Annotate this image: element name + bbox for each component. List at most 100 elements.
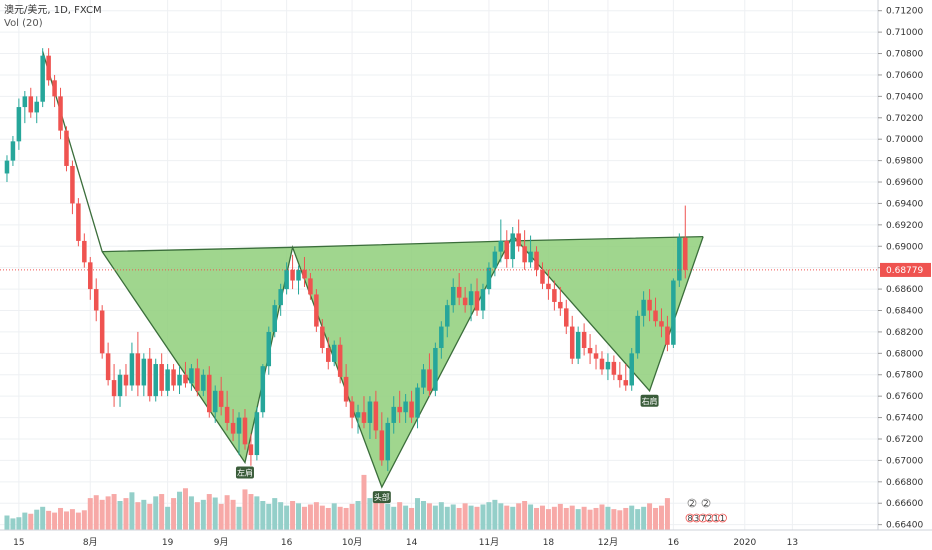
volume-bar [599,504,605,530]
volume-bar [504,505,510,530]
candle-body [135,353,141,386]
candle-body [653,310,658,322]
candle-body [159,364,164,391]
volume-bar [438,502,444,530]
candle-body [504,240,510,260]
price-tick-label: 0.68200 [886,328,923,338]
candle-body [296,269,301,281]
volume-bar [69,509,75,530]
candle-body [528,251,533,263]
candle-body [70,165,75,204]
candle-body [34,101,39,113]
volume-bar [486,502,492,530]
volume-bar [468,505,474,530]
volume-bar [522,501,528,530]
volume-bar [516,503,522,530]
candle-body [373,401,379,431]
volume-bar [611,509,617,530]
candle-body [337,344,343,377]
volume-bar [557,503,563,530]
price-tick-label: 0.69000 [886,242,923,252]
candle-body [605,361,611,370]
volume-bar [498,503,504,530]
volume-bar [450,504,456,530]
candle-body [331,344,337,362]
candle-body [326,347,331,362]
candle-body [177,374,182,386]
price-axis[interactable]: 0.71200 0.71000 0.70800 0.70600 0.70400 0.702… [877,0,932,550]
candle-body [52,80,57,97]
candle-body [64,130,69,166]
event-markers[interactable]: 2 28 3 7 2 1 1 [685,498,727,523]
volume-bar [605,506,611,530]
candle-body [635,315,640,354]
candlesticks [4,48,688,472]
pattern-label-text: 左肩 [237,468,253,478]
candle-body [82,240,87,263]
volume-bar [492,499,498,530]
volume-bar [367,498,373,530]
candle-body [474,291,480,311]
candle-body [147,358,153,397]
volume-bar [313,502,319,530]
volume-bar [28,513,34,530]
volume-bar [123,498,129,530]
volume-bar [623,507,629,530]
candle-body [266,331,272,367]
time-axis[interactable]: 15 8月 19 9月 16 10月 14 11月 18 12月 16 2020 13 [0,529,932,550]
volume-bar [617,510,623,530]
volume-bar [403,505,409,530]
candle-body [10,141,16,161]
price-tick-label: 0.69400 [886,199,923,209]
candle-body [123,374,129,386]
candle-body [355,412,361,418]
volume-bar [528,504,534,530]
candle-body [111,380,117,397]
volume-bar [129,492,135,530]
volume-bar [444,506,450,530]
volume-bar [462,503,468,530]
candle-body [522,246,527,263]
candle-body [445,305,450,327]
volume-bar [426,503,432,530]
volume-bar [272,498,278,530]
candle-body [456,286,462,298]
volume-bar [296,503,302,530]
volume-bar [593,507,599,530]
volume-bar [248,494,254,530]
candle-body [28,96,34,113]
candle-body [207,374,212,413]
candle-body [593,353,599,359]
price-tick-label: 0.68000 [886,349,923,359]
candle-body [4,160,10,174]
volume-bar [4,515,10,530]
volume-bar [10,518,16,530]
candle-body [93,289,99,311]
candle-body [439,326,444,348]
candle-body [391,406,396,423]
candle-body [468,291,474,306]
volume-bar [111,494,117,530]
volume-bars [4,474,670,530]
price-tick-label: 0.68600 [886,285,923,295]
price-tick-label: 0.70400 [886,92,923,102]
candle-body [510,233,515,260]
candle-body [16,107,22,142]
volume-bar [194,502,200,530]
event-marker-count: 1 [720,514,725,523]
volume-bar [284,505,290,530]
candle-body [623,380,629,386]
volume-bar [135,502,141,530]
price-tick-label: 0.70000 [886,135,923,145]
candle-body [254,412,260,456]
volume-bar [337,506,343,530]
volume-bar [93,495,99,530]
candle-body [367,401,373,423]
time-tick-label: 14 [406,538,418,548]
volume-bar [266,503,272,530]
time-tick-label: 13 [787,538,798,548]
event-marker-count: 3 [694,514,699,523]
price-tick-label: 0.67400 [886,414,923,424]
